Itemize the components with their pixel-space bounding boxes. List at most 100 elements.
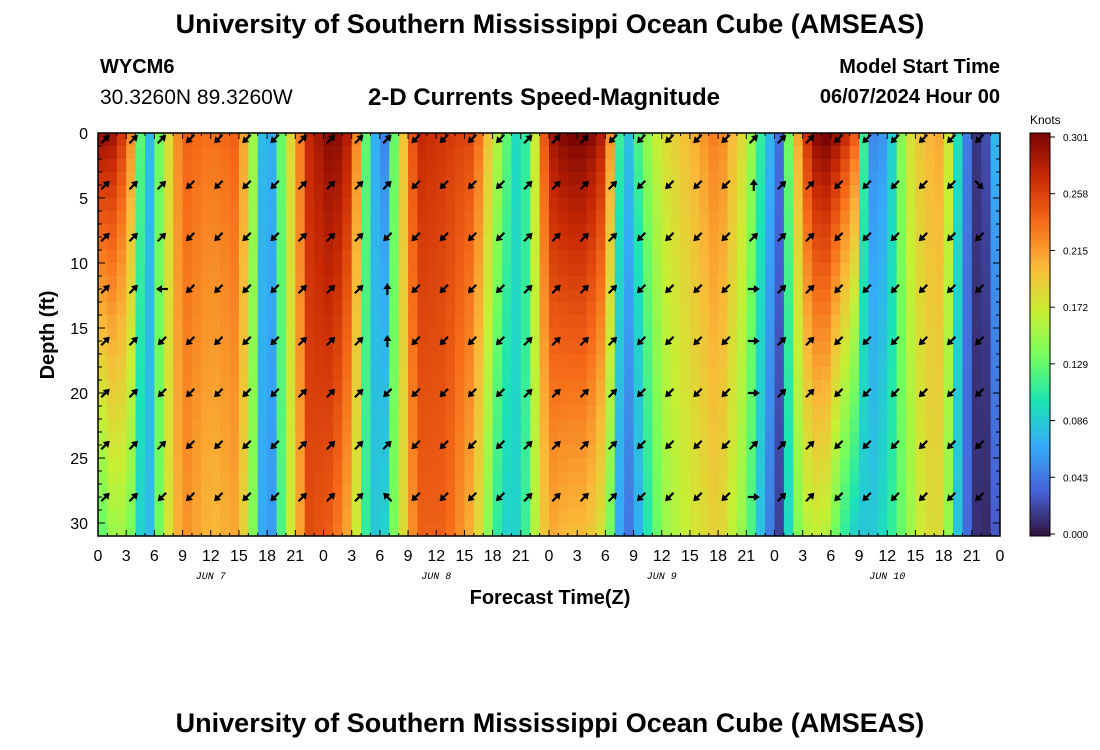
heatmap-cell <box>426 432 437 446</box>
heatmap-cell <box>642 458 653 472</box>
heatmap-cell <box>793 237 804 251</box>
heatmap-cell <box>868 211 879 225</box>
current-arrow <box>214 283 224 294</box>
heatmap-cell <box>220 263 231 277</box>
heatmap-cell <box>511 289 522 303</box>
heatmap-cell <box>877 315 888 329</box>
heatmap-cell <box>624 380 635 394</box>
heatmap-cell <box>558 406 569 420</box>
heatmap-cell <box>990 471 1000 485</box>
current-arrow <box>607 180 618 191</box>
heatmap-cell <box>849 380 860 394</box>
heatmap-cell <box>793 172 804 186</box>
heatmap-cell <box>549 276 559 290</box>
heatmap-cell <box>173 263 184 277</box>
heatmap-cell <box>220 224 231 238</box>
heatmap-cell <box>746 523 757 536</box>
heatmap-cell <box>793 211 804 225</box>
heatmap-cell <box>464 341 475 355</box>
heatmap-cell <box>398 315 409 329</box>
heatmap-cell <box>783 211 794 225</box>
heatmap-cell <box>577 445 588 459</box>
heatmap-cell <box>812 406 823 420</box>
heatmap-cell <box>718 198 729 212</box>
heatmap-cell <box>567 263 578 277</box>
heatmap-cell <box>774 367 785 381</box>
heatmap-cell <box>680 315 691 329</box>
heatmap-cell <box>624 276 635 290</box>
heatmap-cell <box>953 458 964 472</box>
heatmap-cell <box>680 276 691 290</box>
heatmap-cell <box>191 185 202 199</box>
heatmap-cell <box>408 510 419 524</box>
heatmap-cell <box>314 185 325 199</box>
heatmap-cell <box>191 263 202 277</box>
heatmap-cell <box>351 133 362 147</box>
heatmap-cell <box>624 315 635 329</box>
heatmap-cell <box>793 432 804 446</box>
heatmap-cell <box>680 380 691 394</box>
heatmap-cell <box>868 367 879 381</box>
heatmap-cell <box>812 432 823 446</box>
heatmap-cell <box>962 159 973 173</box>
heatmap-cell <box>934 250 945 264</box>
heatmap-cell <box>614 250 625 264</box>
heatmap-cell <box>426 159 437 173</box>
heatmap-cell <box>107 497 118 511</box>
heatmap-cell <box>163 328 174 342</box>
heatmap-cell <box>379 523 390 536</box>
heatmap-cell <box>680 328 691 342</box>
heatmap-cell <box>887 523 898 536</box>
heatmap-cell <box>868 445 879 459</box>
model-start-time: 06/07/2024 Hour 00 <box>819 86 1000 108</box>
heatmap-cell <box>295 328 306 342</box>
current-arrow <box>748 440 759 451</box>
heatmap-cell <box>642 354 653 368</box>
heatmap-cell <box>567 406 578 420</box>
heatmap-cell <box>182 484 193 498</box>
heatmap-cell <box>238 380 249 394</box>
heatmap-cell <box>304 341 315 355</box>
heatmap-cell <box>614 224 625 238</box>
heatmap-cell <box>774 224 785 238</box>
heatmap-cell <box>464 250 475 264</box>
heatmap-cell <box>267 523 278 536</box>
current-arrow <box>946 491 957 502</box>
heatmap-cell <box>812 198 823 212</box>
heatmap-cell <box>436 328 447 342</box>
heatmap-cell <box>868 341 879 355</box>
heatmap-cell <box>849 328 860 342</box>
heatmap-cell <box>746 393 757 407</box>
heatmap-cell <box>408 198 419 212</box>
heatmap-cell <box>201 380 212 394</box>
heatmap-cell <box>689 432 700 446</box>
heatmap-cell <box>849 484 860 498</box>
heatmap-cell <box>990 315 1000 329</box>
heatmap-cell <box>624 471 635 485</box>
heatmap-cell <box>342 276 353 290</box>
heatmap-cell <box>736 185 747 199</box>
heatmap-cell <box>652 250 663 264</box>
heatmap-cell <box>953 445 964 459</box>
heatmap-cell <box>464 484 475 498</box>
heatmap-cell <box>812 445 823 459</box>
heatmap-cell <box>680 432 691 446</box>
heatmap-cell <box>887 224 898 238</box>
heatmap-cell <box>577 146 588 160</box>
heatmap-cell <box>642 133 653 147</box>
heatmap-cell <box>924 315 935 329</box>
heatmap-cell <box>154 354 165 368</box>
heatmap-cell <box>370 276 381 290</box>
heatmap-cell <box>144 458 155 472</box>
heatmap-cell <box>924 211 935 225</box>
heatmap-cell <box>924 523 935 536</box>
heatmap-cell <box>154 497 165 511</box>
heatmap-cell <box>671 380 682 394</box>
heatmap-cell <box>793 393 804 407</box>
heatmap-cell <box>595 302 606 316</box>
heatmap-cell <box>736 159 747 173</box>
heatmap-cell <box>718 146 729 160</box>
heatmap-cell <box>351 224 362 238</box>
heatmap-cell <box>408 432 419 446</box>
heatmap-cell <box>774 250 785 264</box>
